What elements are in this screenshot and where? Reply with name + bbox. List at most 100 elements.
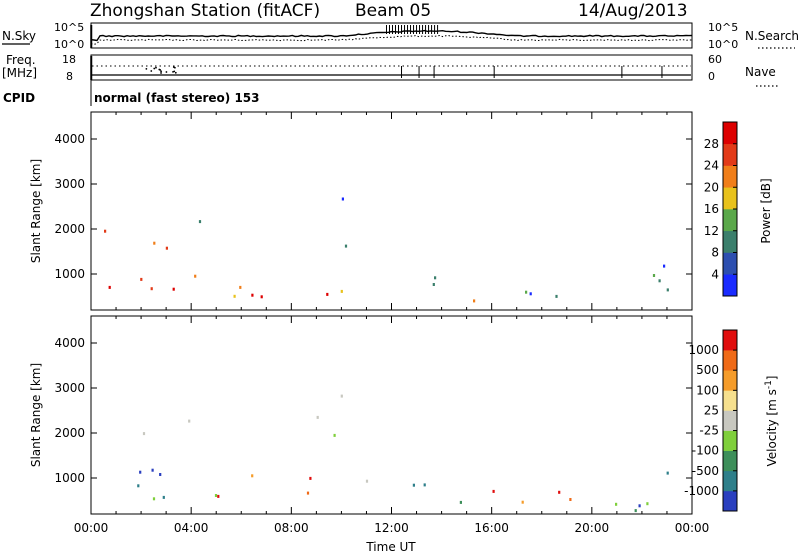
y-tick-label: 3000 [54, 177, 85, 191]
velocity-ylabel: Slant Range [km] [29, 363, 43, 467]
heatmap-cell [412, 483, 415, 487]
colorbar-tick-label: 500 [696, 363, 719, 377]
colorbar-segment [723, 350, 737, 371]
heatmap-cell [153, 241, 156, 245]
freq-mark [155, 66, 157, 69]
heatmap-cell [652, 274, 656, 277]
heatmap-cell [666, 471, 669, 475]
colorbar-segment [723, 370, 737, 391]
velocity-colorbar: 1000 500 100 25 -25 -100 -500 -1000 [684, 329, 738, 512]
power-plot-frame [90, 111, 693, 311]
y-tick-label: 1000 [54, 471, 85, 485]
nave-label: Nave [745, 65, 776, 79]
power-heatmap [104, 197, 669, 303]
mode-label: normal (fast stereo) 153 [94, 91, 260, 105]
velocity-colorbar-label: Velocity [m s-1] [764, 376, 779, 467]
heatmap-cell [341, 197, 344, 201]
power-panel: 1000 2000 3000 4000 Slant Range [km] 4 8 12 16… [29, 111, 773, 311]
heatmap-cell [150, 287, 153, 291]
colorbar-tick-label: -100 [692, 444, 719, 458]
colorbar-tick-label: 100 [696, 383, 719, 397]
heatmap-cell [162, 495, 165, 499]
freq-mark [145, 67, 148, 70]
velocity-plot-frame [90, 315, 693, 515]
freq-mark [160, 72, 162, 74]
x-tick-label: 00:00 [675, 521, 710, 535]
colorbar-tick-label: 20 [704, 180, 719, 194]
colorbar-segment [723, 410, 737, 431]
x-tick-label: 20:00 [575, 521, 610, 535]
colorbar-frame [722, 329, 738, 512]
heatmap-cell [139, 470, 142, 474]
heatmap-cell [521, 500, 524, 504]
heatmap-cell [214, 494, 218, 497]
heatmap-cell [260, 295, 263, 299]
colorbar-segment [723, 330, 737, 351]
beam-label: Beam 05 [355, 1, 431, 21]
noise-spikes [90, 25, 439, 48]
noise-strip: N.Sky 10^5 10^0 10^5 10^0 N.Search [2, 21, 799, 51]
colorbar-segment [723, 230, 737, 253]
freq-label: Freq. [6, 53, 36, 67]
noise-right-tick-top: 10^5 [708, 21, 738, 34]
heatmap-cell [423, 483, 426, 487]
freq-mark [160, 70, 163, 73]
heatmap-cell [432, 283, 435, 286]
heatmap-cell [217, 494, 220, 498]
colorbar-segment [723, 450, 737, 472]
freq-unit-label: [MHz] [2, 66, 37, 80]
heatmap-cell [473, 299, 476, 303]
colorbar-tick-label: 28 [704, 137, 719, 151]
noise-left-tick-top: 10^5 [54, 21, 84, 34]
velocity-colorbar-label-main: Velocity [m s [765, 389, 779, 466]
heatmap-cell [165, 246, 168, 250]
freq-mark [150, 70, 153, 72]
heatmap-cell [646, 502, 649, 506]
heatmap-cell [658, 279, 661, 283]
heatmap-cell [333, 433, 336, 437]
heatmap-cell [365, 479, 369, 483]
heatmap-cell [142, 432, 146, 436]
power-y-axis: 1000 2000 3000 4000 [54, 132, 692, 281]
x-tick-label: 08:00 [274, 521, 309, 535]
colorbar-tick-label: 8 [711, 246, 719, 260]
heatmap-cell [151, 468, 154, 472]
freq-mark [174, 71, 177, 74]
freq-mark [174, 66, 176, 69]
colorbar-segment [723, 470, 737, 492]
y-tick-label: 1000 [54, 267, 85, 281]
colorbar-segment [723, 143, 737, 166]
noise-left-tick-bottom: 10^0 [54, 38, 84, 51]
colorbar-tick-label: 1000 [688, 343, 719, 357]
colorbar-tick-label: 12 [704, 224, 719, 238]
x-axis-title: Time UT [365, 540, 416, 554]
heatmap-cell [558, 490, 561, 494]
heatmap-cell [233, 294, 236, 298]
heatmap-cell [326, 292, 329, 296]
heatmap-cell [344, 244, 348, 248]
colorbar-segment [723, 209, 737, 232]
freq-strip-frame [90, 54, 693, 81]
freq-left-tick-top: 18 [62, 53, 76, 66]
heatmap-cell [663, 264, 666, 268]
power-colorbar-label: Power [dB] [759, 178, 773, 243]
heatmap-cell [525, 290, 528, 294]
colorbar-tick-label: -1000 [684, 484, 719, 498]
nsky-label: N.Sky [2, 29, 36, 43]
colorbar-segment [723, 187, 737, 210]
nsky-series [90, 29, 693, 42]
heatmap-cell [251, 293, 254, 297]
x-tick-label: 04:00 [174, 521, 209, 535]
colorbar-segment [723, 490, 737, 512]
power-x-axis [90, 112, 693, 310]
velocity-y-axis: 1000 2000 3000 4000 [54, 336, 692, 485]
heatmap-cell [104, 229, 107, 233]
heatmap-cell [434, 276, 437, 280]
station-title: Zhongshan Station (fitACF) [90, 1, 320, 21]
heatmap-cell [638, 504, 641, 508]
heatmap-cell [666, 288, 669, 292]
y-tick-label: 3000 [54, 381, 85, 395]
colorbar-segment [723, 430, 737, 451]
heatmap-cell [306, 491, 310, 495]
heatmap-cell [555, 294, 558, 298]
